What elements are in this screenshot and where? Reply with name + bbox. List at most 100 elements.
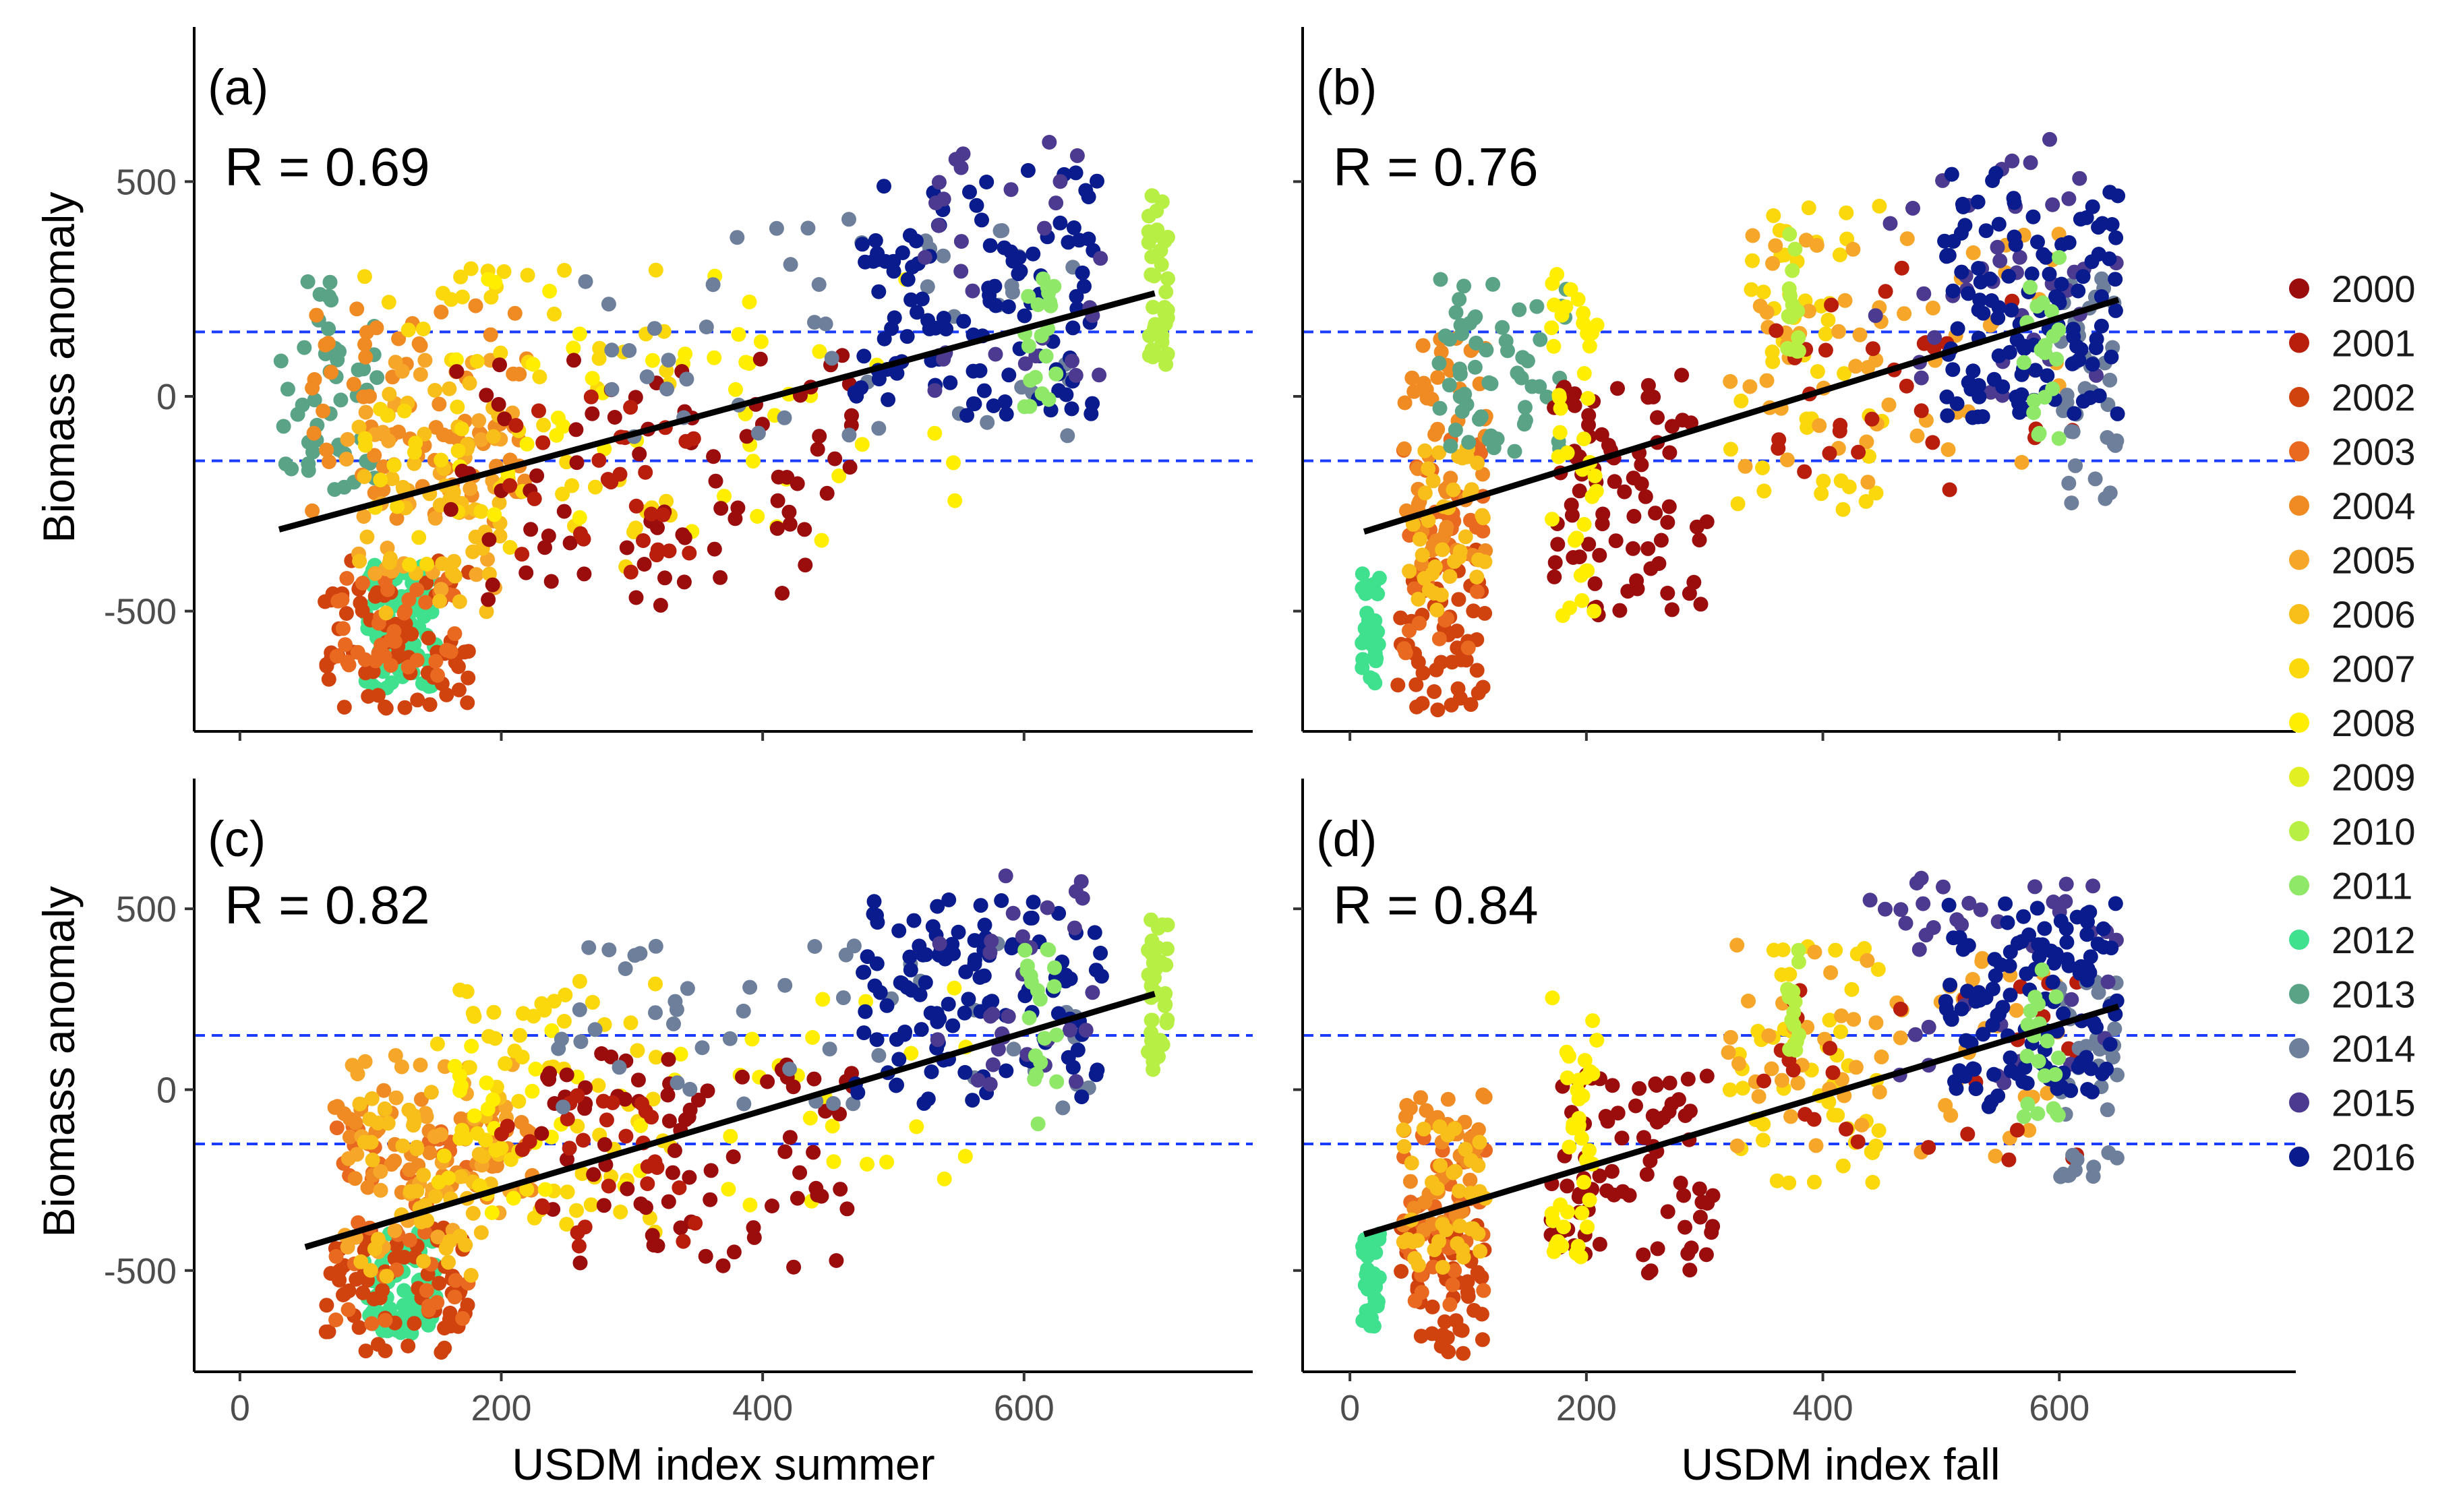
point-2001	[676, 1234, 691, 1249]
point-2000	[1629, 573, 1644, 588]
point-2005	[338, 452, 354, 467]
point-2000	[1660, 585, 1675, 601]
point-2011	[1046, 979, 1062, 994]
point-2005	[388, 1090, 404, 1106]
point-2014	[2094, 271, 2110, 286]
point-2000	[497, 411, 512, 427]
point-2000	[650, 1238, 665, 1253]
point-2012	[1363, 1273, 1378, 1289]
point-2016	[2042, 266, 2057, 282]
legend-item-2009: 2009	[2289, 756, 2416, 799]
point-2014	[2100, 430, 2115, 445]
point-2016	[974, 212, 989, 228]
point-2010	[1144, 1012, 1159, 1028]
point-2015	[985, 1006, 1001, 1022]
point-2003	[1447, 1263, 1462, 1278]
point-2004	[1430, 421, 1446, 437]
point-2004	[1410, 461, 1425, 477]
point-2013	[1448, 422, 1463, 437]
point-2016	[866, 894, 882, 909]
point-2010	[1791, 942, 1806, 958]
point-2015	[1916, 896, 1931, 911]
point-2005	[388, 1048, 403, 1063]
point-2016	[1995, 1000, 2011, 1015]
point-2010	[1783, 289, 1798, 304]
point-2000	[1660, 1204, 1675, 1219]
point-2004	[1419, 390, 1435, 406]
point-2010	[1158, 303, 1174, 319]
point-2005	[1965, 971, 1980, 987]
point-2007	[1837, 366, 1852, 382]
point-2008	[454, 1078, 469, 1093]
point-2011	[2049, 351, 2065, 367]
point-2010	[1160, 346, 1175, 362]
point-2002	[398, 616, 413, 632]
point-2013	[1495, 320, 1510, 335]
point-2000	[1626, 508, 1642, 524]
point-2016	[961, 992, 976, 1007]
point-2016	[1965, 1061, 1981, 1077]
point-2016	[891, 1052, 907, 1067]
point-2001	[571, 1238, 587, 1254]
point-2007	[623, 1015, 639, 1031]
point-2006	[1417, 485, 1433, 501]
point-2002	[323, 1266, 338, 1281]
point-2006	[1473, 1244, 1488, 1259]
panel-d: 0 200 400 600 (d) R = 0.84	[1293, 779, 2296, 1428]
point-2011	[2016, 1109, 2031, 1124]
point-2016	[916, 1095, 932, 1111]
point-2007	[583, 1197, 599, 1213]
point-2015	[917, 249, 932, 265]
point-2016	[886, 253, 901, 269]
point-2006	[1421, 461, 1436, 477]
point-2016	[2110, 406, 2125, 421]
point-2005	[1868, 1015, 1884, 1031]
point-2016	[2002, 958, 2017, 973]
point-2014	[2061, 475, 2077, 491]
x-tick-label: 600	[994, 1388, 1055, 1428]
point-2007	[1868, 485, 1884, 501]
point-2014	[581, 940, 597, 955]
point-2007	[472, 1178, 487, 1193]
point-2001	[1824, 297, 1839, 313]
point-2002	[390, 646, 406, 662]
point-2002	[1460, 1284, 1475, 1300]
point-2016	[2024, 266, 2040, 282]
point-2002	[1427, 684, 1442, 699]
point-2014	[1005, 284, 1020, 300]
point-2011	[2048, 989, 2064, 1004]
point-2011	[1027, 1071, 1042, 1087]
point-2007	[1810, 364, 1825, 380]
point-2000	[769, 520, 785, 536]
point-2006	[359, 529, 375, 545]
point-2005	[1764, 1061, 1779, 1077]
point-2006	[1404, 1155, 1419, 1171]
point-2006	[357, 469, 372, 485]
point-2015	[2042, 131, 2057, 147]
legend-label: 2002	[2332, 376, 2416, 419]
point-2000	[1600, 1114, 1615, 1129]
point-2014	[2109, 1150, 2125, 1166]
point-2003	[448, 1273, 463, 1288]
point-2000	[827, 451, 843, 466]
point-2015	[1916, 286, 1932, 301]
point-2015	[1913, 370, 1929, 386]
point-2001	[1825, 1065, 1841, 1081]
point-2016	[2096, 921, 2111, 936]
point-2014	[639, 369, 655, 384]
point-2000	[454, 463, 470, 479]
point-2000	[586, 1167, 601, 1182]
point-2010	[1785, 263, 1800, 278]
point-2000	[1607, 474, 1622, 489]
point-2005	[1837, 293, 1853, 308]
point-2006	[379, 1269, 394, 1284]
point-2000	[1682, 586, 1697, 601]
point-2000	[1648, 506, 1663, 521]
point-2007	[458, 1130, 473, 1146]
point-2016	[2067, 406, 2082, 421]
point-2005	[1751, 1089, 1767, 1104]
point-2014	[980, 415, 995, 430]
point-2008	[1582, 1064, 1598, 1079]
point-2008	[1545, 1213, 1561, 1228]
point-2014	[587, 1022, 603, 1037]
